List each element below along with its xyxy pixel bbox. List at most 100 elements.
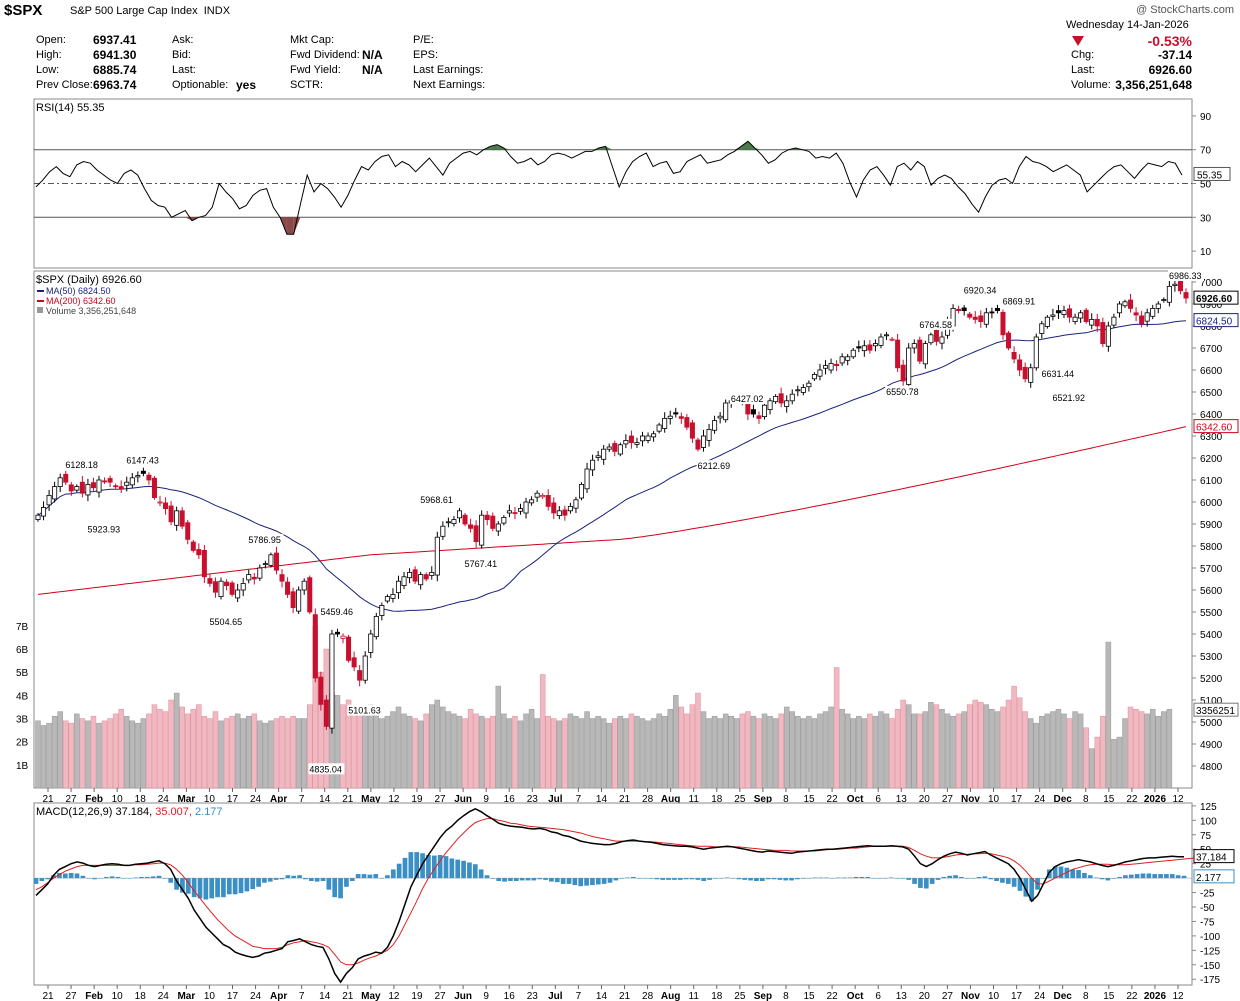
quote-header: $SPX S&P 500 Large Cap Index INDX @ Stoc… [0, 0, 1240, 94]
date-axis-label: Apr [270, 991, 287, 1001]
macd-signal-line [35, 818, 1202, 966]
date-axis-label: 14 [596, 794, 608, 805]
candle-body [917, 339, 923, 362]
volume-tick-label: 7B [16, 622, 29, 633]
volume-bar [146, 713, 152, 789]
candle-body [1100, 322, 1106, 345]
macd-histogram-bar [209, 878, 215, 899]
macd-histogram-bar [68, 872, 74, 879]
candle-body [418, 574, 424, 586]
volume-bar [994, 711, 1001, 789]
volume-value: 3,356,251,648 [1115, 78, 1192, 92]
volume-bar [245, 715, 252, 789]
candle-body [1033, 336, 1039, 369]
volume-bar [1127, 706, 1134, 789]
price-tick-label: 5000 [1200, 718, 1223, 729]
candle-body [529, 499, 535, 504]
candle-body [606, 446, 612, 450]
candle-body [978, 315, 984, 323]
date-axis-label: 16 [504, 794, 516, 805]
rsi-tick-label: 10 [1200, 247, 1212, 258]
candle-body [329, 633, 335, 729]
ma200-legend: MA(200) 6342.60 [46, 296, 116, 306]
volume-bar [1050, 711, 1056, 789]
volume-bar [600, 718, 607, 789]
candle-body [1150, 307, 1156, 317]
candle-body [113, 485, 119, 488]
candle-body [1089, 318, 1095, 326]
date-axis-label: 20 [919, 794, 931, 805]
price-tick-label: 6800 [1200, 322, 1223, 333]
candle-body [911, 343, 917, 349]
volume-bar [212, 711, 219, 789]
volume-bar [800, 718, 807, 789]
macd-histogram-bar [683, 878, 689, 880]
volume-bar [345, 699, 352, 789]
macd-histogram-bar [988, 878, 994, 880]
macd-histogram-bar [1011, 878, 1017, 887]
volume-bar [617, 715, 624, 789]
macd-histogram-bar [402, 857, 408, 879]
macd-histogram-bar [502, 878, 507, 882]
volume-bar [789, 711, 795, 789]
date-axis-label: Apr [270, 794, 287, 805]
volume-bar [1149, 709, 1156, 789]
volume-bar [284, 718, 291, 789]
macd-histogram-bar [185, 878, 191, 894]
candle-body [662, 417, 668, 429]
candle-body [285, 581, 291, 595]
volume-bar [717, 718, 723, 789]
macd-histogram-bar [390, 869, 396, 879]
candle-body [850, 349, 856, 358]
candle-body [845, 356, 851, 361]
candle-body [884, 334, 890, 337]
candle-body [773, 395, 779, 403]
candle-body [146, 474, 152, 481]
price-annotation-bg [347, 704, 384, 716]
macd-histogram-bar [367, 874, 373, 879]
volume-bar [1055, 709, 1062, 789]
candle-body [52, 486, 58, 500]
macd-histogram-bar [812, 877, 818, 879]
volume-tick-label: 2B [16, 738, 29, 749]
volume-bar [772, 718, 779, 789]
date-axis-label: 24 [158, 794, 170, 805]
macd-histogram-bar [689, 878, 695, 880]
macd-histogram-bar [426, 855, 431, 879]
volume-bar [1072, 711, 1078, 789]
volume-bar [1161, 711, 1167, 789]
macd-histogram-bar [262, 878, 267, 883]
price-annotation-bg [319, 605, 356, 617]
candle-body [368, 633, 374, 653]
price-annotation: 6427.02 [731, 394, 764, 404]
volume-bar [928, 702, 934, 789]
price-annotation: 5923.93 [88, 525, 121, 535]
candle-body [789, 393, 795, 402]
price-annotation: 6521.92 [1053, 393, 1086, 403]
candle-body [534, 492, 540, 498]
macd-histogram-bar [349, 878, 355, 881]
volume-bar [689, 704, 696, 789]
macd-histogram-bar [824, 877, 830, 879]
volume-bar [207, 718, 213, 789]
macd-histogram-bar [1134, 874, 1140, 879]
candle-body [1183, 292, 1189, 299]
candle-body [817, 369, 823, 377]
last-earnings-label: Last Earnings: [413, 64, 484, 76]
down-triangle-icon [1072, 36, 1084, 46]
macd-histogram-bar [929, 878, 935, 884]
optionable-label: Optionable: [172, 79, 229, 91]
rsi-oversold-fill [293, 217, 301, 235]
macd-histogram-bar [677, 878, 683, 880]
macd-tick-label: 25 [1200, 860, 1212, 871]
candle-body [939, 336, 945, 344]
volume-bar [445, 711, 452, 789]
low-value: 6885.74 [93, 63, 137, 77]
macd-histogram-bar [1029, 878, 1035, 902]
date-axis-label: 13 [896, 991, 908, 1001]
volume-bar [356, 709, 363, 789]
volume-bar [623, 718, 629, 789]
candle-body [811, 373, 817, 380]
date-axis-label: 13 [896, 794, 908, 805]
